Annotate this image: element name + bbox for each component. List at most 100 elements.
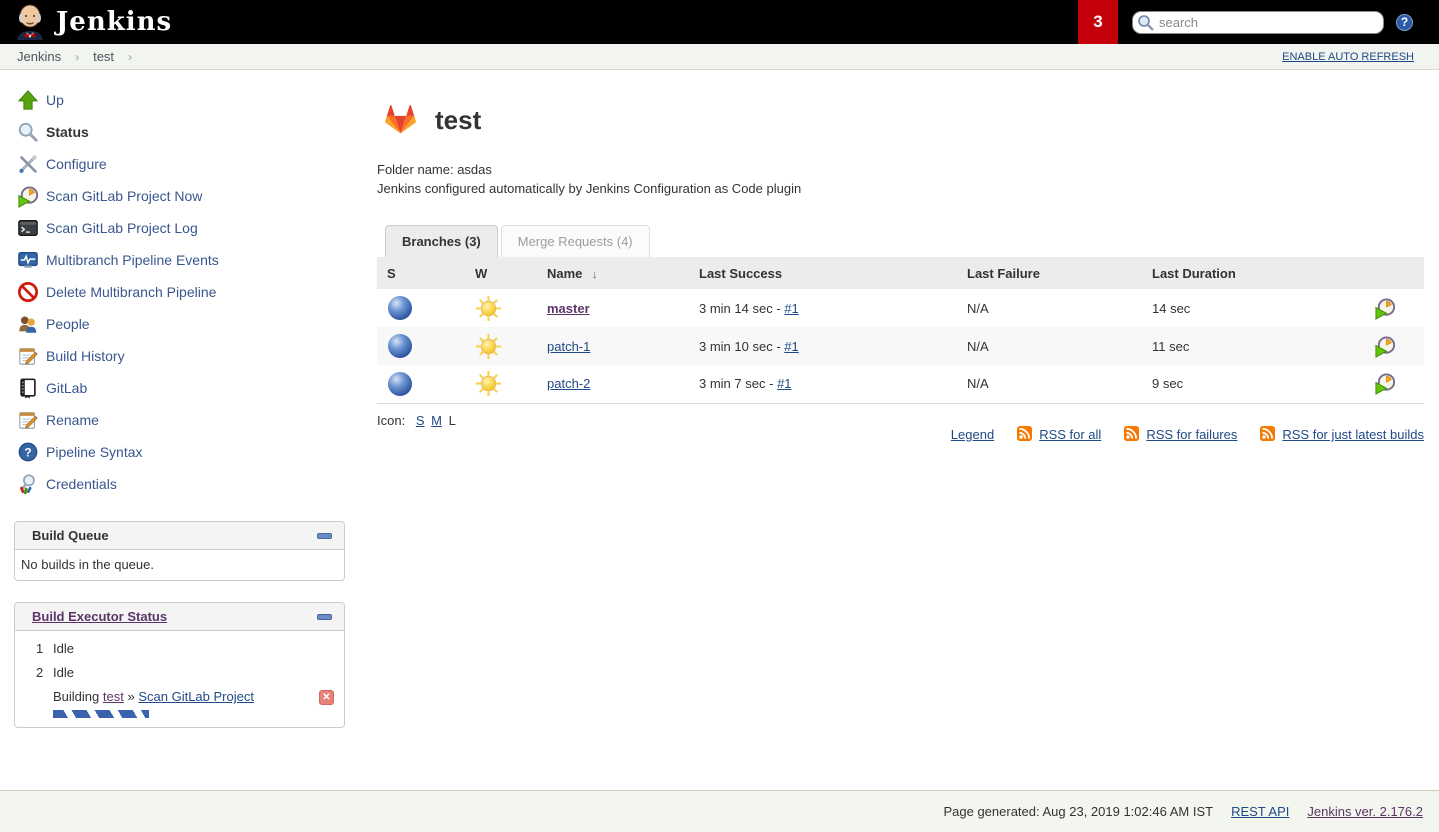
icon-size-small-link[interactable]: S (415, 412, 425, 428)
folder-name-line: Folder name: asdas (377, 162, 492, 177)
branch-link-master[interactable]: master (547, 300, 590, 316)
building-job-link[interactable]: test (102, 689, 124, 704)
stop-build-icon[interactable]: ✕ (319, 690, 334, 705)
main-content: test Folder name: asdas Jenkins configur… (377, 70, 1424, 444)
search-help-icon[interactable]: ? (1396, 13, 1413, 31)
executor-state: Idle (53, 664, 74, 680)
schedule-build-icon[interactable] (1347, 335, 1424, 358)
last-success-time: 3 min 7 sec (699, 376, 766, 392)
building-prefix: Building (53, 689, 100, 704)
sort-descending-icon: ↓ (592, 268, 598, 281)
tab-branches[interactable]: Branches (3) (385, 225, 498, 257)
sidebar-item-configure[interactable]: Configure (0, 148, 360, 180)
col-name[interactable]: Name ↓ (537, 257, 689, 289)
sidebar-item-scan-log[interactable]: Scan GitLab Project Log (0, 212, 360, 244)
sidebar-item-pipeline-events[interactable]: Multibranch Pipeline Events (0, 244, 360, 276)
build-queue-header: Build Queue (15, 522, 344, 550)
branch-link-patch-2[interactable]: patch-2 (547, 376, 591, 392)
monitor-pulse-icon (16, 248, 40, 272)
rss-latest-builds-link[interactable]: RSS for just latest builds (1282, 427, 1424, 442)
jenkins-home-link[interactable]: Jenkins (0, 2, 172, 43)
enable-auto-refresh-link[interactable]: ENABLE AUTO REFRESH (1282, 50, 1414, 63)
sidebar-item-pipeline-syntax[interactable]: ? Pipeline Syntax (0, 436, 360, 468)
weather-sun-icon[interactable] (475, 333, 537, 360)
task-list: Up Status (0, 70, 360, 500)
branch-link-patch-1[interactable]: patch-1 (547, 338, 591, 354)
sidebar-item-scan-now[interactable]: Scan GitLab Project Now (0, 180, 360, 212)
search-input[interactable] (1132, 10, 1384, 34)
sidebar-item-gitlab[interactable]: GitLab (0, 372, 360, 404)
schedule-build-icon[interactable] (1347, 372, 1424, 396)
rss-for-failures-link[interactable]: RSS for failures (1146, 427, 1238, 442)
page-generated-text: Page generated: Aug 23, 2019 1:02:46 AM … (943, 804, 1214, 819)
table-header-row: S W Name ↓ Last Success Last Failure Las… (377, 257, 1424, 289)
question-circle-icon: ? (16, 440, 40, 464)
build-number-link[interactable]: #1 (784, 300, 799, 316)
rss-icon (1124, 425, 1140, 444)
rss-for-all-link[interactable]: RSS for all (1039, 427, 1102, 442)
jenkins-version-link[interactable]: Jenkins ver. 2.176.2 (1307, 804, 1423, 819)
sidebar-item-up[interactable]: Up (0, 84, 360, 116)
last-duration-value: 11 sec (1152, 338, 1190, 354)
legend-link[interactable]: Legend (950, 427, 995, 442)
breadcrumb-separator-icon: › (128, 49, 133, 64)
tab-merge-requests[interactable]: Merge Requests (4) (500, 225, 650, 257)
col-last-success[interactable]: Last Success (689, 257, 957, 289)
last-duration-value: 14 sec (1152, 300, 1191, 316)
feed-links: Legend RSS for all RSS for failures RSS … (950, 425, 1424, 444)
sidebar-item-people[interactable]: People (0, 308, 360, 340)
breadcrumb: Jenkins › test › ENABLE AUTO REFRESH (0, 44, 1439, 70)
building-task-link[interactable]: Scan GitLab Project (138, 689, 254, 704)
last-success-time: 3 min 14 sec (699, 300, 773, 316)
breadcrumb-jenkins[interactable]: Jenkins (17, 49, 62, 64)
no-entry-icon (16, 280, 40, 304)
table-row: master 3 min 14 sec - #1 N/A 14 sec (377, 289, 1424, 327)
collapse-icon[interactable] (317, 613, 332, 620)
build-executor-status-panel: Build Executor Status 1 Idle 2 Idle Buil… (14, 602, 345, 728)
branches-table: S W Name ↓ Last Success Last Failure Las… (377, 257, 1424, 404)
last-failure-value: N/A (967, 338, 989, 354)
rest-api-link[interactable]: REST API (1231, 804, 1290, 819)
book-icon (16, 376, 40, 400)
building-separator: » (127, 689, 135, 704)
collapse-icon[interactable] (317, 532, 332, 539)
breadcrumb-test[interactable]: test (93, 49, 115, 64)
alert-count-badge[interactable]: 3 (1078, 0, 1118, 44)
build-number-link[interactable]: #1 (784, 338, 799, 354)
col-last-duration[interactable]: Last Duration (1142, 257, 1337, 289)
weather-sun-icon[interactable] (475, 295, 537, 322)
col-status[interactable]: S (377, 257, 465, 289)
up-arrow-icon (16, 88, 40, 112)
sidebar-item-status[interactable]: Status (0, 116, 360, 148)
build-progress-bar[interactable] (53, 710, 149, 718)
icon-size-medium-link[interactable]: M (431, 412, 442, 428)
sidebar-item-delete-pipeline[interactable]: Delete Multibranch Pipeline (0, 276, 360, 308)
building-row: Building test » Scan GitLab Project ✕ (15, 684, 344, 707)
build-status-ball-icon[interactable] (387, 295, 465, 321)
svg-text:?: ? (24, 446, 31, 460)
build-number-link[interactable]: #1 (777, 376, 792, 392)
col-last-failure[interactable]: Last Failure (957, 257, 1142, 289)
rss-icon (1017, 425, 1033, 444)
weather-sun-icon[interactable] (475, 370, 537, 397)
magnifier-icon (16, 120, 40, 144)
sidebar: Up Status (0, 70, 360, 728)
terminal-icon (16, 216, 40, 240)
schedule-build-icon[interactable] (1347, 297, 1424, 320)
page-title: test (435, 105, 482, 135)
executor-row: 1 Idle (36, 640, 74, 656)
build-status-ball-icon[interactable] (387, 333, 465, 359)
notepad-icon (16, 344, 40, 368)
icon-size-large-current: L (448, 412, 456, 428)
last-duration-value: 9 sec (1152, 376, 1184, 392)
sidebar-item-build-history[interactable]: Build History (0, 340, 360, 372)
icon-size-switcher: Icon: S M L (377, 413, 459, 428)
search-icon (1137, 14, 1154, 34)
table-row: patch-1 3 min 10 sec - #1 N/A 11 sec (377, 327, 1424, 365)
col-weather[interactable]: W (465, 257, 537, 289)
sidebar-item-credentials[interactable]: Credentials (0, 468, 360, 500)
sidebar-item-rename[interactable]: Rename (0, 404, 360, 436)
build-executor-status-link[interactable]: Build Executor Status (32, 609, 168, 624)
last-failure-value: N/A (967, 376, 989, 392)
build-status-ball-icon[interactable] (387, 371, 465, 397)
